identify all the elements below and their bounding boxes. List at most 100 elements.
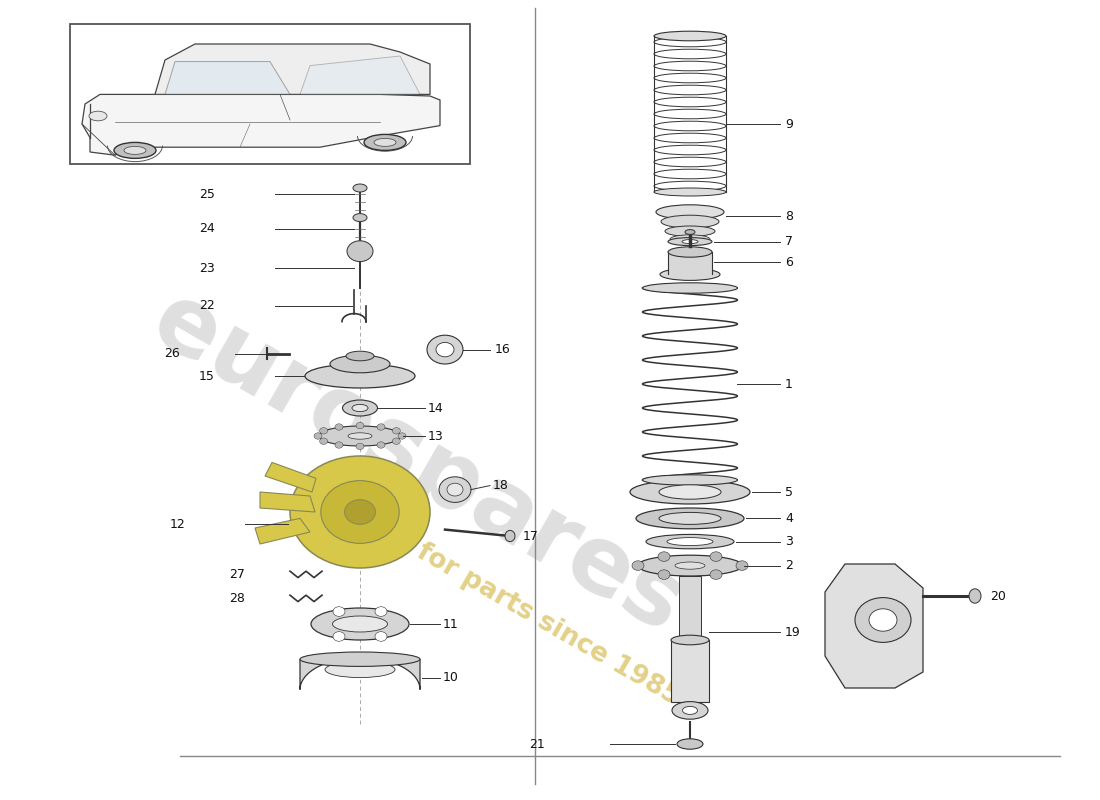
Text: 24: 24 xyxy=(199,222,214,235)
Circle shape xyxy=(375,606,387,616)
Ellipse shape xyxy=(675,562,705,570)
Ellipse shape xyxy=(353,184,367,192)
Text: 9: 9 xyxy=(785,118,793,130)
Polygon shape xyxy=(300,56,420,94)
Ellipse shape xyxy=(330,355,390,373)
Circle shape xyxy=(710,552,722,562)
Ellipse shape xyxy=(670,235,710,243)
Circle shape xyxy=(393,438,400,444)
Text: 14: 14 xyxy=(428,402,443,414)
Polygon shape xyxy=(260,492,315,512)
Polygon shape xyxy=(155,44,430,94)
Circle shape xyxy=(393,427,400,434)
Ellipse shape xyxy=(660,268,720,280)
Circle shape xyxy=(377,442,385,448)
Ellipse shape xyxy=(969,589,981,603)
Bar xyxy=(70,24,470,164)
Ellipse shape xyxy=(352,404,368,411)
Ellipse shape xyxy=(89,111,107,121)
Text: 8: 8 xyxy=(785,210,793,222)
Circle shape xyxy=(377,424,385,430)
Ellipse shape xyxy=(685,230,695,234)
Polygon shape xyxy=(265,462,316,492)
Ellipse shape xyxy=(668,246,712,258)
Circle shape xyxy=(736,561,748,570)
Text: 5: 5 xyxy=(785,486,793,498)
Circle shape xyxy=(290,456,430,568)
Polygon shape xyxy=(255,518,310,544)
Ellipse shape xyxy=(364,134,406,150)
Ellipse shape xyxy=(505,530,515,542)
Circle shape xyxy=(427,335,463,364)
Ellipse shape xyxy=(300,652,420,666)
Text: 16: 16 xyxy=(495,343,510,356)
Circle shape xyxy=(314,433,322,439)
Text: 1: 1 xyxy=(785,378,793,390)
Circle shape xyxy=(710,570,722,579)
Ellipse shape xyxy=(671,635,710,645)
Ellipse shape xyxy=(646,534,734,549)
Circle shape xyxy=(447,483,463,496)
Ellipse shape xyxy=(642,282,737,294)
Ellipse shape xyxy=(348,433,372,439)
Circle shape xyxy=(346,241,373,262)
Text: 27: 27 xyxy=(229,568,245,581)
Circle shape xyxy=(336,424,343,430)
Ellipse shape xyxy=(374,138,396,146)
Text: 20: 20 xyxy=(990,590,1005,602)
Ellipse shape xyxy=(319,426,402,446)
Polygon shape xyxy=(165,62,290,94)
Text: 28: 28 xyxy=(229,592,245,605)
Text: 21: 21 xyxy=(529,738,544,750)
Ellipse shape xyxy=(114,142,156,158)
Ellipse shape xyxy=(654,31,726,41)
Text: 12: 12 xyxy=(169,518,185,530)
Text: 4: 4 xyxy=(785,512,793,525)
Circle shape xyxy=(436,342,454,357)
Ellipse shape xyxy=(636,508,744,529)
Ellipse shape xyxy=(672,702,708,719)
Text: 10: 10 xyxy=(443,671,459,684)
Circle shape xyxy=(439,477,471,502)
Ellipse shape xyxy=(661,215,719,228)
Ellipse shape xyxy=(667,538,713,546)
Circle shape xyxy=(344,500,375,524)
Circle shape xyxy=(375,632,387,642)
Polygon shape xyxy=(300,658,420,690)
Text: 19: 19 xyxy=(785,626,801,638)
Polygon shape xyxy=(825,564,923,688)
Text: 3: 3 xyxy=(785,535,793,548)
Ellipse shape xyxy=(324,662,395,678)
Ellipse shape xyxy=(638,555,743,576)
Text: eurospares: eurospares xyxy=(136,275,700,653)
Text: 2: 2 xyxy=(785,559,793,572)
Circle shape xyxy=(320,438,328,444)
Circle shape xyxy=(321,481,399,543)
Text: 25: 25 xyxy=(199,188,214,201)
Ellipse shape xyxy=(656,205,724,219)
Circle shape xyxy=(333,606,345,616)
Ellipse shape xyxy=(659,513,720,525)
Text: a part for parts since 1985: a part for parts since 1985 xyxy=(328,490,684,710)
Ellipse shape xyxy=(676,739,703,749)
Ellipse shape xyxy=(342,400,377,416)
Bar xyxy=(671,640,710,702)
Text: 7: 7 xyxy=(785,235,793,248)
Ellipse shape xyxy=(682,706,697,714)
Ellipse shape xyxy=(659,485,720,499)
Circle shape xyxy=(356,443,364,450)
Ellipse shape xyxy=(311,608,409,640)
Text: 22: 22 xyxy=(199,299,214,312)
Ellipse shape xyxy=(346,351,374,361)
Text: 17: 17 xyxy=(522,530,539,542)
Text: 26: 26 xyxy=(164,347,180,360)
Bar xyxy=(679,576,701,640)
Text: 18: 18 xyxy=(493,479,509,492)
Text: 13: 13 xyxy=(428,430,443,442)
Text: 23: 23 xyxy=(199,262,214,274)
Text: 15: 15 xyxy=(199,370,214,382)
Ellipse shape xyxy=(353,214,367,222)
Ellipse shape xyxy=(666,226,715,237)
Polygon shape xyxy=(82,94,440,155)
Ellipse shape xyxy=(332,616,387,632)
